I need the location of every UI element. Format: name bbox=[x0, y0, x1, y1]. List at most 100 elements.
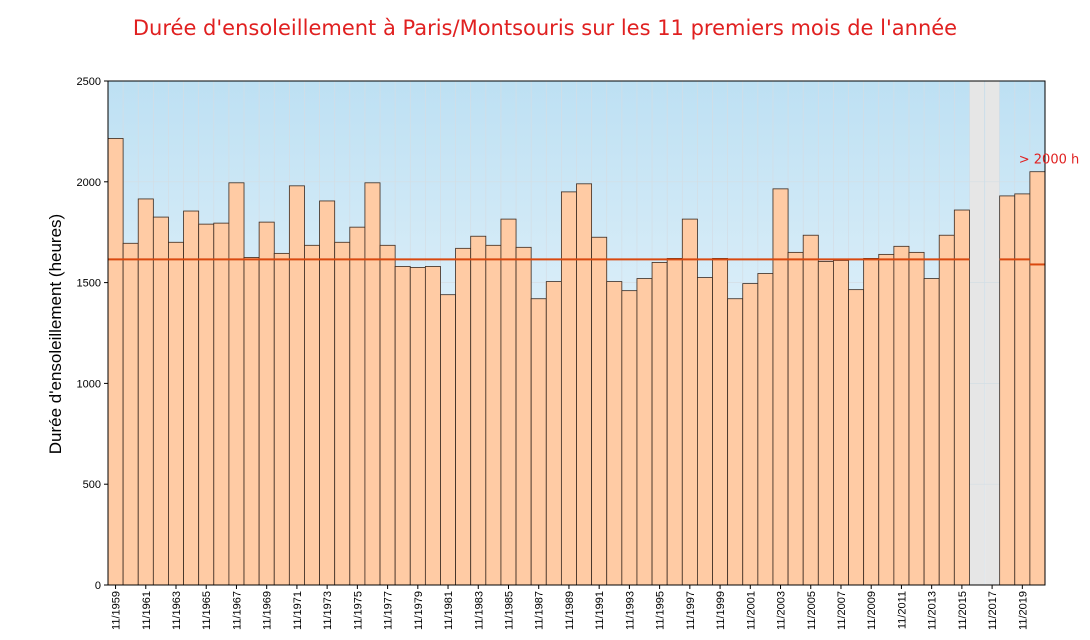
bar bbox=[636, 278, 653, 586]
x-tick-label: 11/2003 bbox=[776, 591, 788, 630]
bar bbox=[545, 281, 562, 586]
bar bbox=[757, 273, 774, 586]
bar bbox=[500, 218, 517, 586]
bar bbox=[908, 251, 925, 586]
y-tick-label: 2000 bbox=[77, 177, 101, 189]
bar bbox=[938, 234, 955, 586]
bar bbox=[515, 246, 532, 586]
bar bbox=[530, 298, 547, 586]
bar bbox=[152, 216, 169, 586]
missing-data-band bbox=[985, 81, 1000, 585]
bar bbox=[258, 221, 275, 586]
bar bbox=[923, 278, 940, 586]
y-tick-label: 1000 bbox=[77, 378, 101, 390]
x-tick-label: 11/2011 bbox=[896, 591, 908, 629]
bar bbox=[576, 183, 593, 586]
bar bbox=[727, 298, 744, 586]
bar bbox=[424, 266, 441, 586]
bar bbox=[107, 138, 124, 586]
bar bbox=[651, 262, 668, 586]
x-tick-label: 11/1959 bbox=[111, 591, 123, 630]
y-tick-label: 2500 bbox=[77, 76, 101, 88]
bar bbox=[878, 253, 895, 586]
bar bbox=[817, 261, 834, 586]
bar bbox=[379, 244, 396, 586]
annotation-label: > 2000 h bbox=[1019, 153, 1079, 168]
bar bbox=[953, 209, 970, 586]
x-tick-label: 11/1989 bbox=[564, 591, 576, 630]
bar bbox=[288, 185, 305, 586]
y-tick-label: 1500 bbox=[77, 278, 101, 290]
bar bbox=[334, 241, 351, 586]
plot-frame bbox=[107, 80, 1046, 586]
x-tick-label: 11/1991 bbox=[594, 591, 606, 630]
bar bbox=[273, 252, 290, 586]
bar bbox=[137, 198, 154, 586]
bar bbox=[560, 191, 577, 586]
bar bbox=[213, 222, 230, 586]
bar bbox=[409, 267, 426, 586]
bar bbox=[999, 195, 1016, 586]
bar bbox=[742, 283, 759, 586]
x-tick-label: 11/1969 bbox=[262, 591, 274, 630]
bar bbox=[183, 210, 200, 586]
x-tick-label: 11/1977 bbox=[383, 591, 395, 630]
x-tick-label: 11/1987 bbox=[534, 591, 546, 630]
bar bbox=[802, 234, 819, 586]
bar bbox=[863, 258, 880, 586]
bar bbox=[712, 258, 729, 586]
x-tick-label: 11/2001 bbox=[745, 591, 757, 630]
bar bbox=[168, 241, 184, 586]
bar bbox=[621, 290, 638, 586]
y-tick-label: 0 bbox=[95, 580, 101, 592]
x-tick-label: 11/1985 bbox=[503, 591, 515, 630]
x-tick-label: 11/2019 bbox=[1017, 591, 1029, 630]
bar bbox=[697, 277, 713, 586]
x-tick-label: 11/1983 bbox=[473, 591, 485, 630]
missing-data-band bbox=[969, 81, 984, 585]
bar bbox=[787, 251, 804, 586]
bar bbox=[772, 188, 789, 586]
chart-title: Durée d'ensoleillement à Paris/Montsouri… bbox=[132, 16, 958, 40]
bar bbox=[122, 242, 139, 586]
bar bbox=[198, 223, 215, 586]
bar bbox=[606, 281, 623, 586]
bar bbox=[228, 182, 245, 586]
x-tick-label: 11/1997 bbox=[685, 591, 697, 630]
bar bbox=[681, 218, 698, 586]
x-tick-label: 11/1971 bbox=[292, 591, 304, 630]
bar bbox=[349, 226, 366, 586]
x-tick-label: 11/1967 bbox=[231, 591, 243, 630]
x-tick-label: 11/1979 bbox=[413, 591, 425, 630]
x-tick-label: 11/1963 bbox=[171, 591, 183, 630]
bar bbox=[893, 245, 910, 586]
bar bbox=[440, 294, 456, 586]
bar bbox=[394, 266, 411, 586]
bar bbox=[666, 258, 683, 586]
x-tick-label: 11/1973 bbox=[322, 591, 334, 630]
bar bbox=[833, 260, 849, 586]
bar bbox=[848, 289, 865, 586]
bar bbox=[364, 182, 381, 586]
bar bbox=[485, 244, 502, 586]
y-tick-label: 500 bbox=[83, 479, 101, 491]
x-tick-label: 11/1965 bbox=[201, 591, 213, 630]
x-tick-label: 11/2013 bbox=[927, 591, 939, 630]
bar bbox=[1029, 171, 1046, 586]
bar bbox=[1014, 193, 1031, 586]
x-tick-label: 11/1981 bbox=[443, 591, 455, 630]
x-tick-label: 11/1999 bbox=[715, 591, 727, 630]
x-tick-label: 11/1961 bbox=[141, 591, 153, 630]
x-tick-label: 11/1993 bbox=[624, 591, 636, 630]
bar bbox=[470, 235, 487, 586]
x-tick-label: 11/2009 bbox=[866, 591, 878, 630]
x-tick-label: 11/2005 bbox=[806, 591, 818, 630]
x-tick-label: 11/1975 bbox=[352, 591, 364, 630]
x-tick-label: 11/2015 bbox=[957, 591, 969, 630]
bar bbox=[304, 244, 320, 586]
x-tick-label: 11/1995 bbox=[655, 591, 667, 630]
x-tick-label: 11/2017 bbox=[987, 591, 999, 630]
x-tick-label: 11/2007 bbox=[836, 591, 848, 630]
bar bbox=[591, 236, 608, 586]
